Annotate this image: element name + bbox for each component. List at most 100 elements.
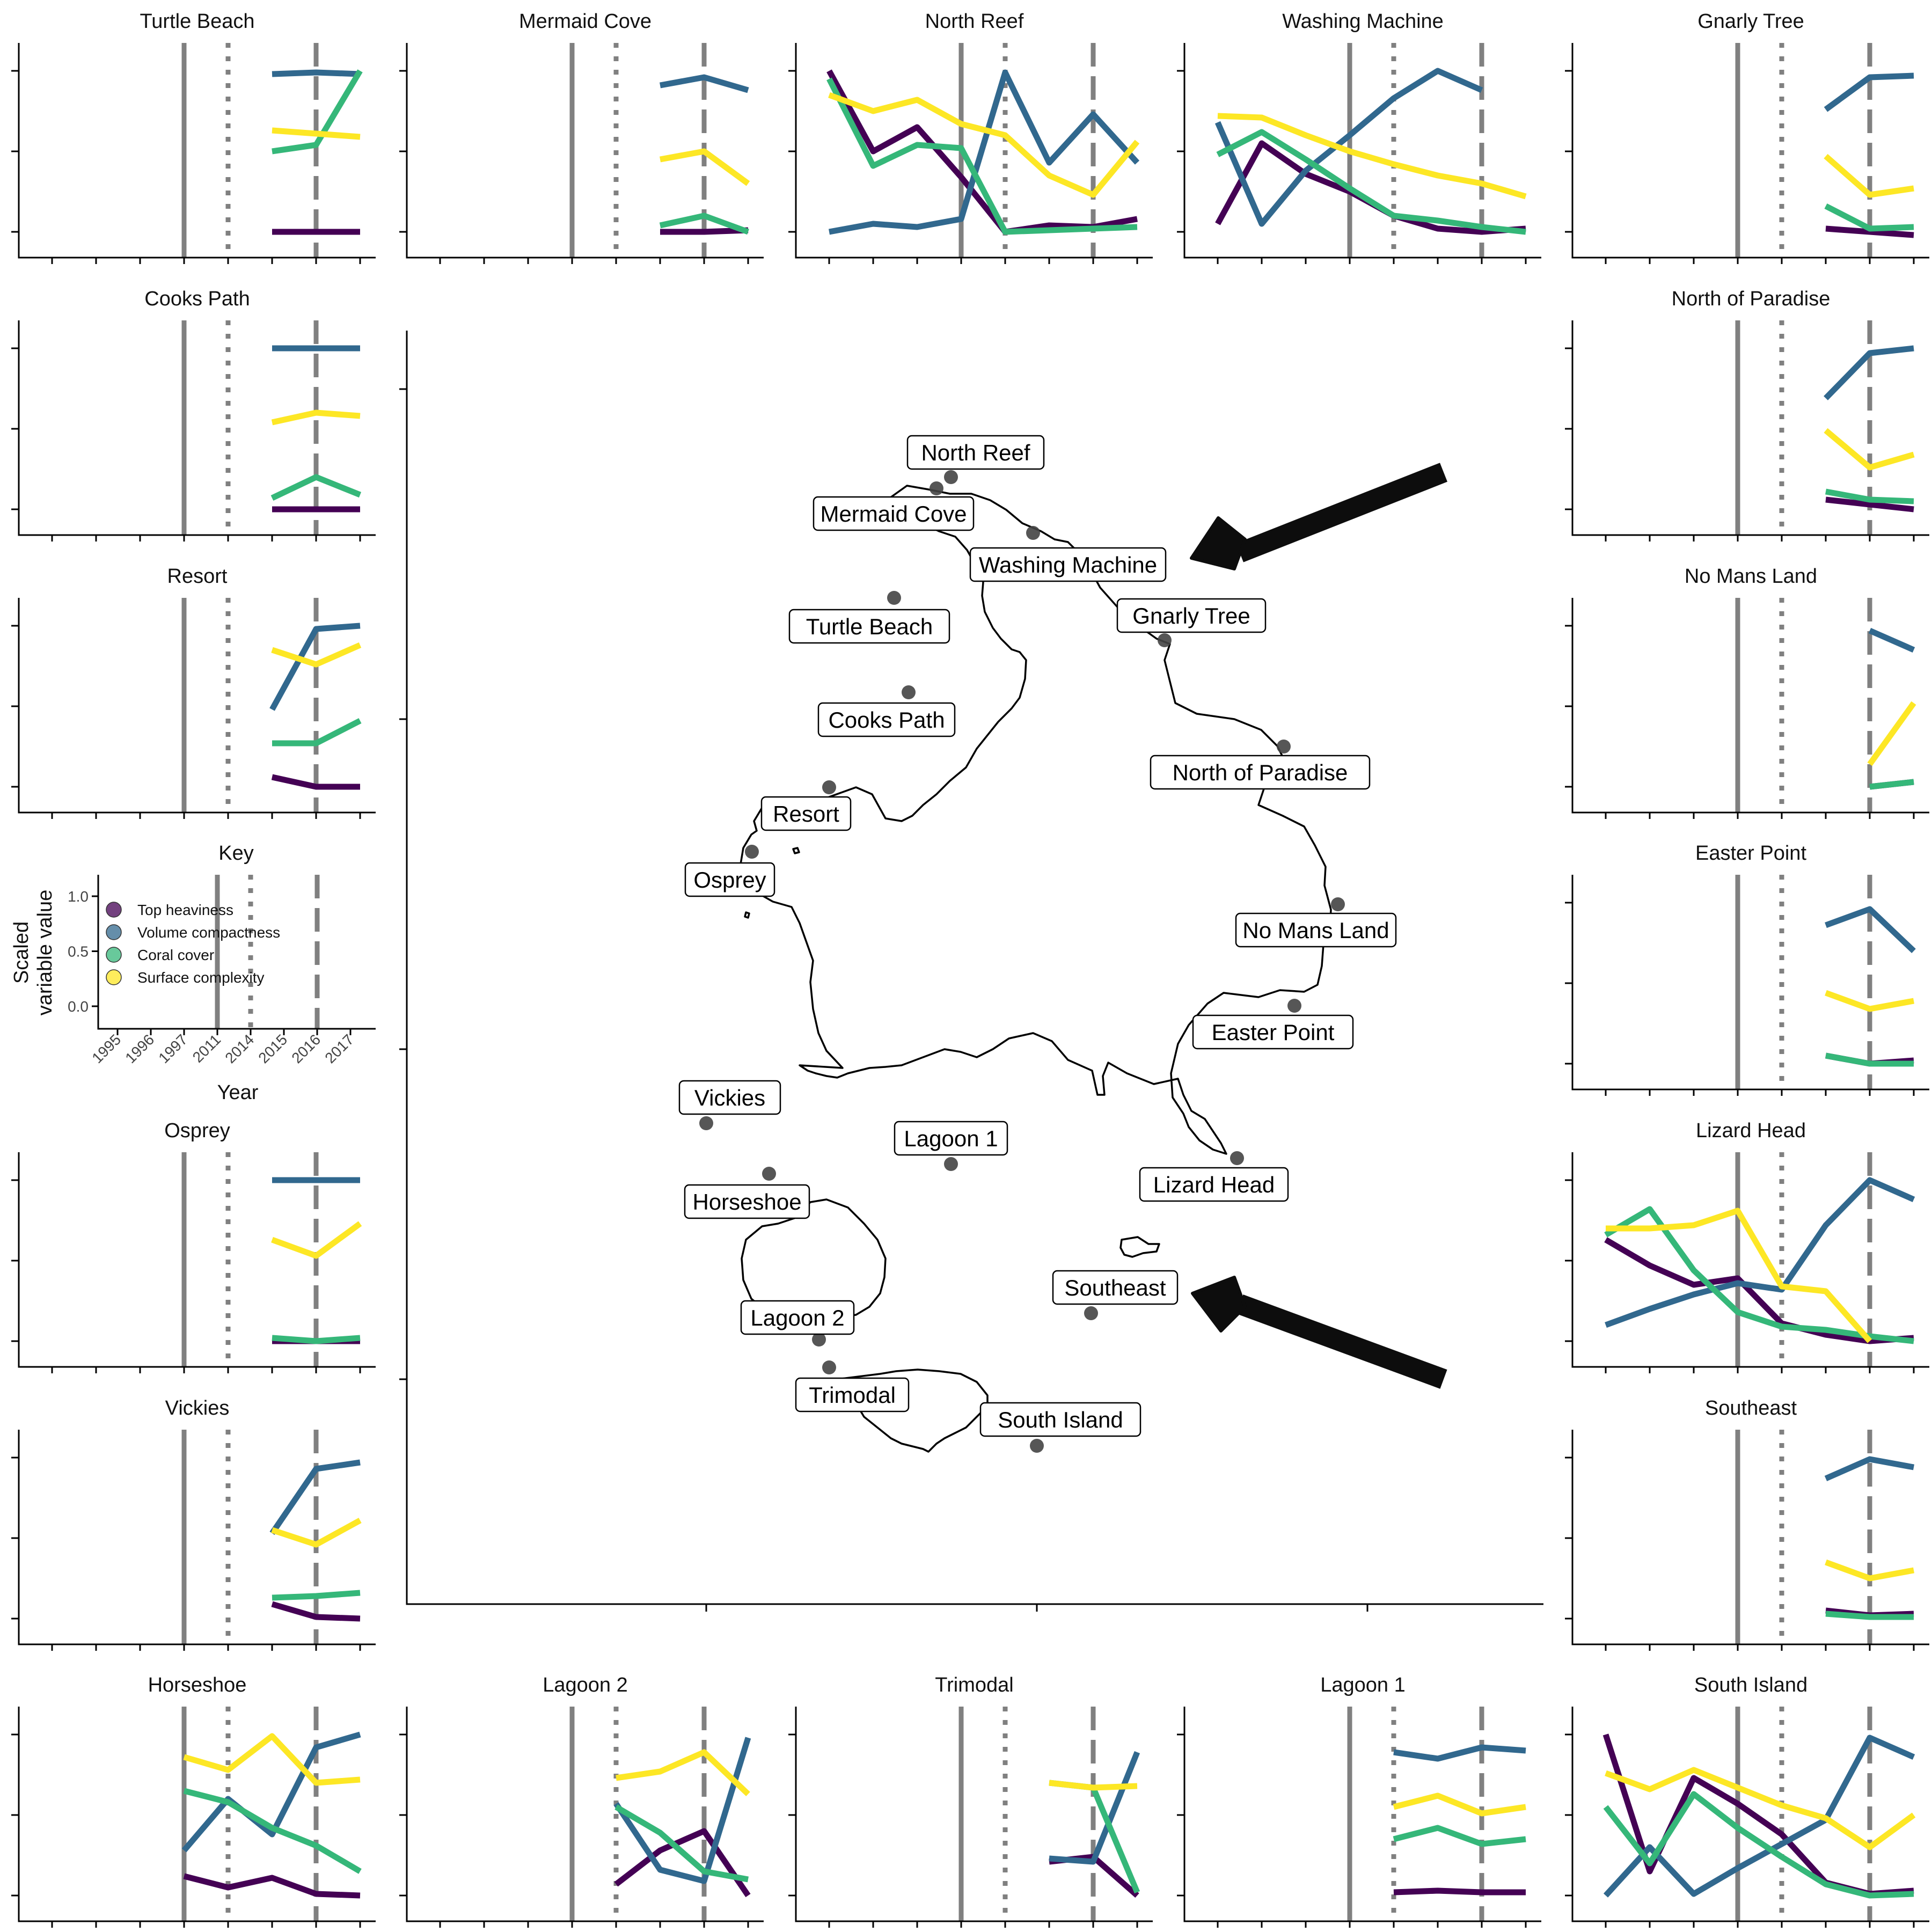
site-point <box>1230 1151 1244 1165</box>
site-point <box>944 1157 958 1171</box>
series-line-surface-complexity <box>271 642 362 668</box>
series-line-volume-compactness <box>272 69 361 77</box>
panel-title: Lagoon 2 <box>543 1674 628 1696</box>
site-north-reef: North Reef <box>906 435 1045 484</box>
legend-label-top-heaviness: Top heaviness <box>137 902 233 918</box>
site-southeast: Southeast <box>1052 1270 1179 1320</box>
panel-north-reef: North Reef <box>788 10 1153 264</box>
key-x-tick-label: 2011 <box>189 1031 224 1066</box>
panel-title: North Reef <box>925 10 1024 33</box>
series-line-surface-complexity <box>1605 1767 1916 1850</box>
site-label-box <box>684 1184 810 1219</box>
series-line-volume-compactness <box>181 1731 361 1853</box>
key-y-tick-label: 0.0 <box>68 998 89 1015</box>
series-line-volume-compactness <box>1605 1177 1915 1328</box>
series-line-volume-compactness <box>829 69 1140 235</box>
series-line-top-heaviness <box>1393 1887 1526 1896</box>
site-cooks-path: Cooks Path <box>817 685 956 737</box>
site-point <box>1026 526 1040 540</box>
series-line-coral-cover <box>1825 488 1914 504</box>
islet-west-a <box>792 847 800 854</box>
panel-north-of-paradise: North of Paradise <box>1565 288 1929 541</box>
site-label-box <box>813 496 975 531</box>
panel-resort: Resort <box>11 565 376 819</box>
lagoon-island-south <box>836 1368 989 1453</box>
series-line-coral-cover <box>183 1788 362 1874</box>
series-line-coral-cover <box>272 1335 361 1344</box>
panel-title: Mermaid Cove <box>519 10 652 33</box>
key-x-tick-label: 2017 <box>321 1031 357 1066</box>
site-mermaid-cove: Mermaid Cove <box>813 481 975 531</box>
series-line-coral-cover <box>272 69 363 155</box>
site-label-box <box>788 609 950 644</box>
main-island-coastline <box>740 485 1332 1155</box>
series-line-coral-cover <box>659 213 749 235</box>
series-line-surface-complexity <box>616 1749 750 1796</box>
site-trimodal: Trimodal <box>795 1360 910 1413</box>
panel-title: Gnarly Tree <box>1697 10 1804 33</box>
site-label: Mermaid Cove <box>820 501 967 526</box>
panel-no-mans-land: No Mans Land <box>1565 565 1929 819</box>
key-x-tick-label: 2016 <box>288 1031 324 1066</box>
panel-horseshoe: Horseshoe <box>11 1674 376 1928</box>
key-x-tick-label: 1997 <box>155 1031 191 1066</box>
site-label: Easter Point <box>1212 1020 1335 1045</box>
series-line-volume-compactness <box>1824 345 1914 400</box>
site-label-box <box>1192 1014 1354 1050</box>
series-line-top-heaviness <box>183 1873 361 1899</box>
site-label-box <box>678 1080 781 1115</box>
legend-label-volume-compactness: Volume compactness <box>137 924 280 941</box>
panel-washing-machine: Washing Machine <box>1177 10 1541 264</box>
panel-title: Lagoon 1 <box>1320 1674 1406 1696</box>
site-point <box>822 780 836 794</box>
key-x-tick-label: 2015 <box>255 1031 290 1066</box>
site-label: Trimodal <box>809 1382 896 1408</box>
site-point <box>699 1116 713 1130</box>
series-line-volume-compactness <box>1824 1456 1914 1482</box>
series-line-surface-complexity <box>271 1221 362 1259</box>
site-label: South Island <box>998 1407 1123 1432</box>
panel-title: Turtle Beach <box>140 10 254 33</box>
site-label-box <box>684 862 775 897</box>
site-gnarly-tree: Gnarly Tree <box>1116 598 1267 647</box>
site-label: Cooks Path <box>828 707 945 733</box>
series-line-surface-complexity <box>828 92 1140 198</box>
site-point <box>812 1333 826 1346</box>
site-no-mans-land: No Mans Land <box>1235 897 1397 948</box>
series-line-coral-cover <box>1825 1052 1914 1067</box>
series-line-coral-cover <box>272 718 362 747</box>
panel-lagoon-2: Lagoon 2 <box>399 1674 764 1928</box>
site-label: Osprey <box>693 867 766 892</box>
site-label: No Mans Land <box>1242 918 1389 943</box>
series-line-top-heaviness <box>271 1601 361 1622</box>
site-label: Turtle Beach <box>806 614 933 639</box>
panel-title: Lizard Head <box>1696 1119 1806 1142</box>
site-point <box>1158 633 1172 647</box>
site-lizard-head: Lizard Head <box>1139 1151 1289 1202</box>
site-label-box <box>1139 1167 1289 1202</box>
series-line-coral-cover <box>1824 203 1914 232</box>
panel-title: No Mans Land <box>1685 565 1817 588</box>
island-map: North Reef Mermaid Cove Washing Machine Gna… <box>399 331 1543 1612</box>
lagoon-island-north <box>741 1198 887 1319</box>
series-line-volume-compactness <box>269 1459 361 1535</box>
panel-title: Easter Point <box>1695 842 1806 865</box>
site-turtle-beach: Turtle Beach <box>788 591 950 644</box>
legend-swatch-coral-cover <box>106 947 122 963</box>
site-point <box>1277 740 1291 753</box>
site-label-box <box>979 1402 1141 1437</box>
series-line-coral-cover <box>614 1804 749 1883</box>
site-label-box <box>1116 598 1267 633</box>
site-south-island: South Island <box>979 1402 1141 1453</box>
series-line-surface-complexity <box>183 1733 361 1786</box>
site-label-box <box>760 796 852 831</box>
islet-east <box>1119 1236 1160 1258</box>
panel-turtle-beach: Turtle Beach <box>11 10 376 264</box>
survey-arrows <box>1190 463 1447 1389</box>
key-x-tick-label: 1996 <box>122 1031 157 1066</box>
site-label: Southeast <box>1064 1275 1166 1300</box>
panel-cooks-path: Cooks Path <box>11 288 376 541</box>
series-line-coral-cover <box>270 474 362 501</box>
site-lagoon-1: Lagoon 1 <box>894 1121 1008 1171</box>
